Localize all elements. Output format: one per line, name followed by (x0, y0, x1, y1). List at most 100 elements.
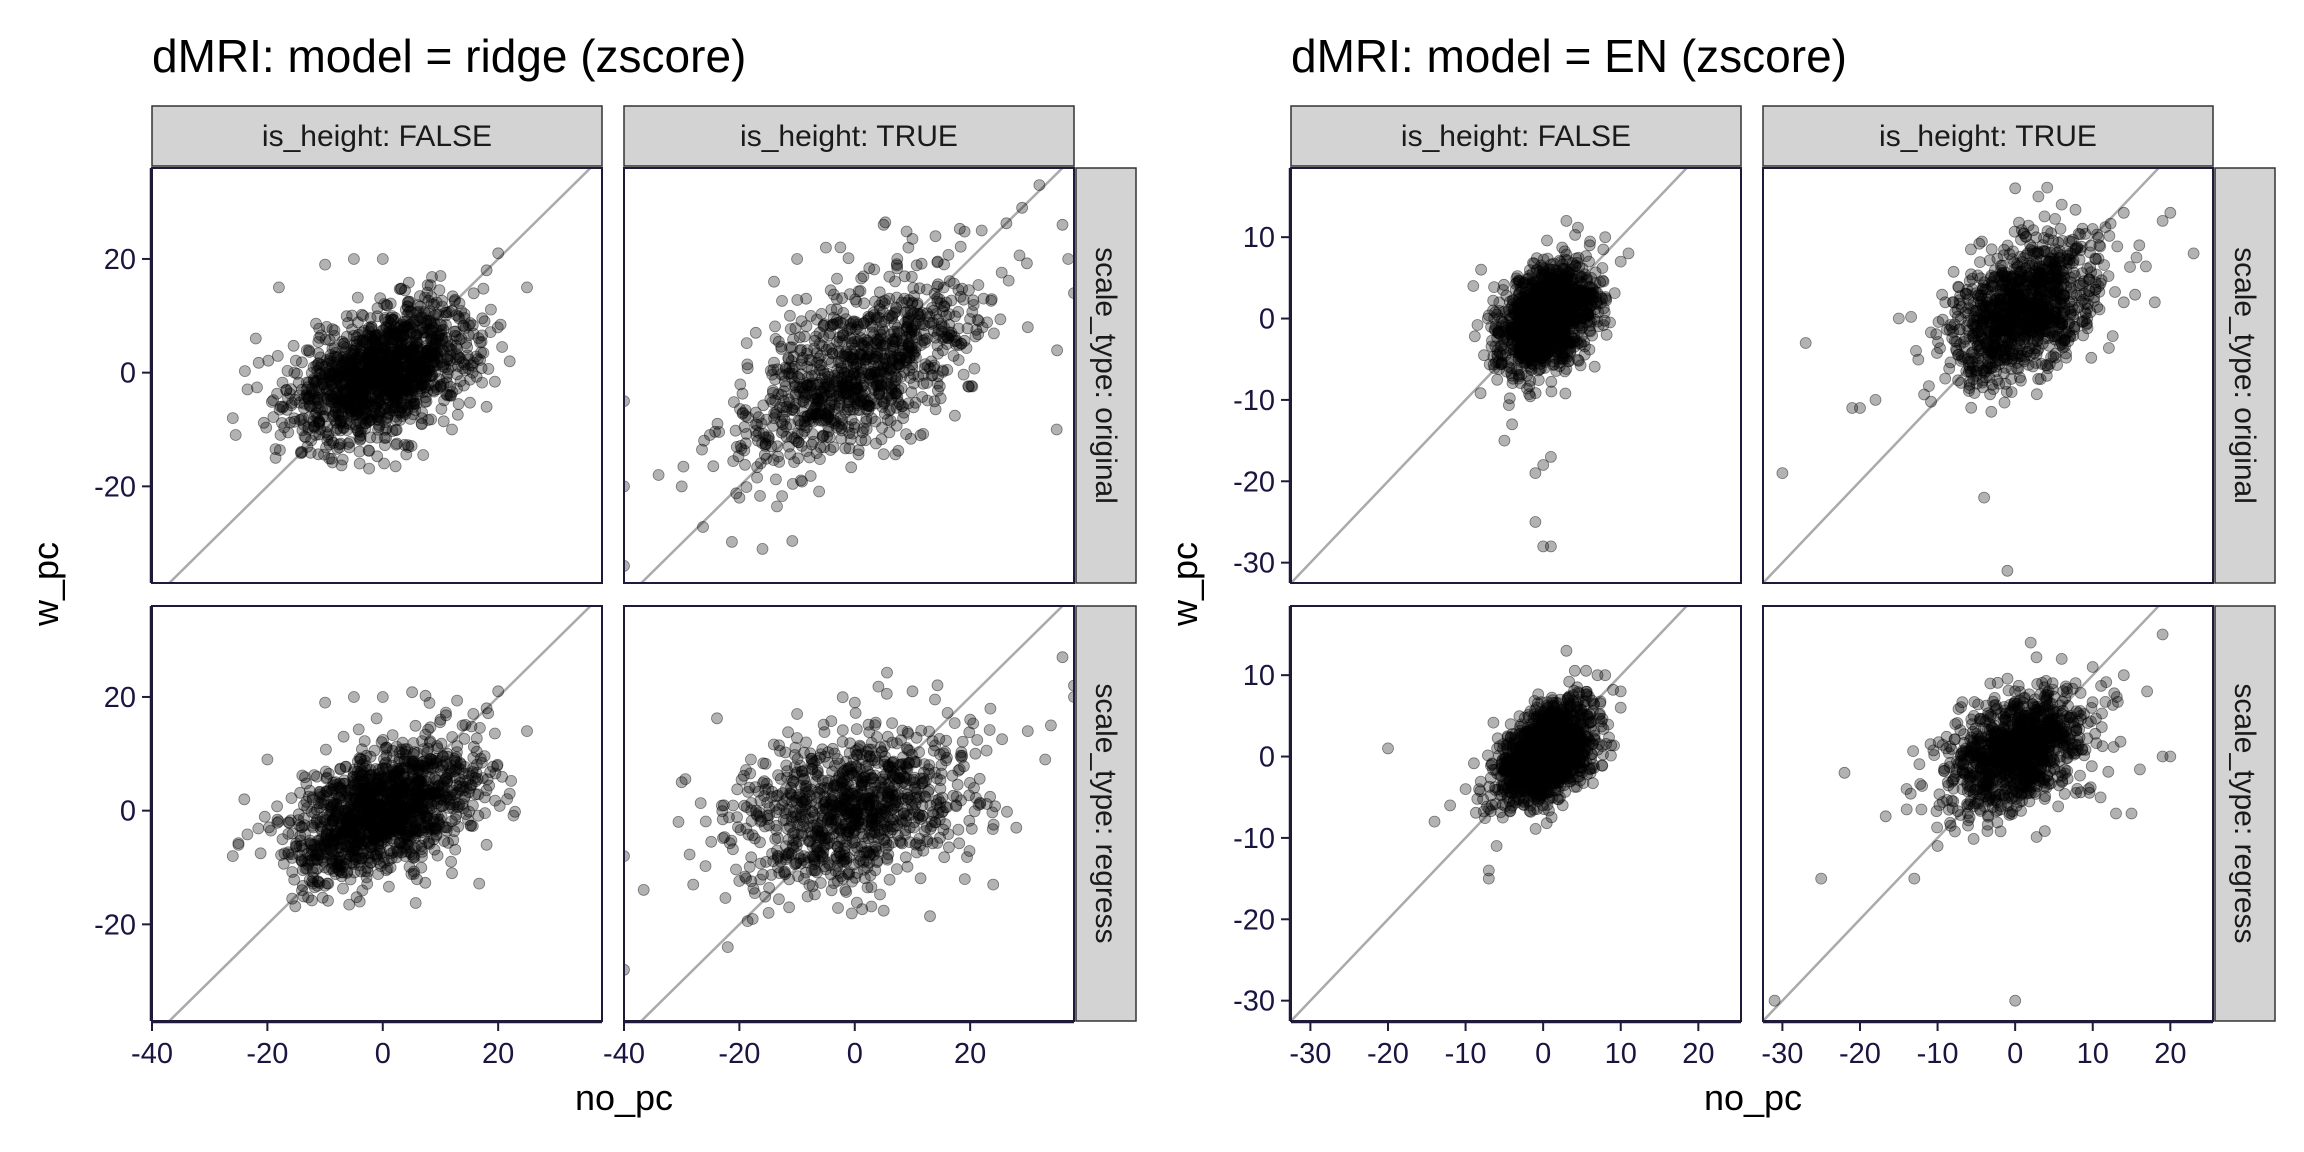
data-point (304, 446, 317, 459)
data-point (482, 362, 495, 375)
data-point (258, 810, 271, 823)
data-point (401, 439, 414, 452)
data-point (274, 400, 287, 413)
data-point (745, 875, 758, 888)
data-point (421, 344, 434, 357)
data-point (823, 329, 835, 342)
data-point (359, 417, 372, 430)
data-point (360, 412, 373, 425)
data-point (331, 373, 344, 386)
data-point (376, 324, 389, 337)
data-point (865, 881, 878, 893)
data-point (872, 333, 885, 346)
data-point (381, 401, 394, 414)
data-point (232, 838, 245, 851)
data-point (362, 379, 375, 392)
data-point (397, 329, 410, 342)
data-point (950, 334, 963, 347)
data-point (930, 308, 942, 320)
data-point (321, 430, 334, 443)
data-point (377, 342, 390, 355)
data-point (415, 351, 427, 364)
data-point (370, 397, 382, 410)
data-point (338, 357, 351, 370)
data-point (799, 391, 811, 404)
data-point (889, 448, 902, 461)
data-point (428, 309, 441, 322)
data-point (363, 371, 376, 384)
data-point (417, 354, 430, 366)
data-point (918, 328, 930, 340)
data-point (772, 450, 784, 463)
data-point (368, 329, 381, 342)
data-point (1045, 719, 1057, 732)
data-point (278, 421, 291, 434)
data-point (910, 259, 923, 272)
data-point (373, 395, 385, 408)
data-point (347, 253, 360, 265)
data-point (310, 393, 323, 406)
data-point (414, 300, 427, 313)
data-point (453, 333, 466, 346)
data-point (360, 374, 373, 387)
data-point (377, 368, 390, 381)
data-point (336, 358, 349, 371)
data-point (837, 327, 849, 340)
data-point (382, 372, 395, 385)
data-point (430, 828, 443, 841)
data-point (364, 345, 377, 358)
data-point (868, 353, 880, 366)
data-point (476, 329, 489, 342)
data-point (440, 388, 453, 401)
data-point (461, 341, 474, 354)
data-point (420, 332, 433, 345)
data-point (300, 376, 313, 389)
data-point (363, 345, 376, 358)
data-point (850, 393, 862, 406)
data-point (422, 294, 435, 307)
data-point (380, 392, 392, 405)
data-point (400, 398, 413, 411)
data-point (408, 314, 421, 327)
data-point (396, 401, 409, 414)
data-point (886, 756, 899, 769)
data-point (773, 739, 785, 752)
data-point (332, 363, 345, 376)
data-point (430, 308, 443, 321)
data-point (395, 394, 408, 407)
data-point (325, 356, 338, 369)
data-point (899, 828, 912, 841)
data-point (804, 385, 817, 398)
data-point (400, 334, 412, 347)
data-point (394, 414, 407, 426)
data-point (952, 764, 965, 777)
data-point (379, 339, 392, 352)
data-point (417, 326, 430, 339)
data-point (410, 370, 422, 383)
data-point (422, 345, 435, 358)
data-point (444, 349, 457, 362)
data-point (908, 816, 921, 829)
data-point (313, 322, 326, 335)
data-point (326, 342, 339, 355)
data-point (395, 743, 408, 756)
data-point (420, 395, 433, 408)
data-point (418, 363, 431, 376)
data-point (908, 325, 921, 337)
data-point (238, 793, 251, 806)
data-point (390, 350, 403, 363)
data-point (770, 473, 782, 486)
data-point (435, 319, 448, 332)
data-point (319, 696, 332, 709)
data-point (308, 376, 321, 389)
data-point (372, 365, 385, 378)
data-point (839, 387, 852, 400)
data-point (389, 365, 402, 378)
data-point (390, 374, 403, 387)
data-point (271, 349, 284, 362)
data-point (385, 374, 398, 387)
data-point (412, 371, 425, 384)
data-point (909, 341, 922, 354)
data-point (395, 318, 408, 331)
data-point (825, 303, 838, 316)
